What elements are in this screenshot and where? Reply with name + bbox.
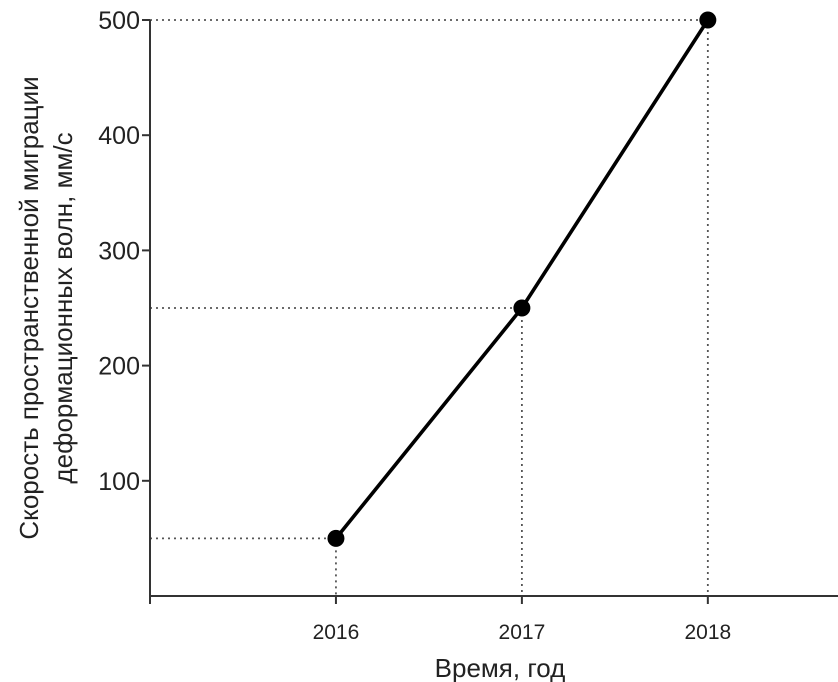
data-points [327, 11, 717, 547]
y-ticks: 100 200 300 400 500 [98, 7, 150, 496]
y-axis-title: Скорость пространственной миграции дефор… [14, 76, 78, 539]
x-axis-title: Время, год [435, 653, 566, 682]
y-tick-label: 200 [98, 353, 140, 381]
data-point [327, 529, 345, 547]
x-tick-label: 2017 [499, 621, 546, 644]
series-line [334, 19, 710, 540]
data-point [699, 11, 717, 29]
guide-lines [150, 19, 709, 596]
data-point [513, 299, 531, 317]
y-axis-title-line1: Скорость пространственной миграции [14, 76, 44, 539]
y-tick-label: 300 [98, 237, 140, 265]
y-tick-label: 500 [98, 7, 140, 35]
y-tick-label: 100 [98, 468, 140, 496]
y-tick-label: 400 [98, 122, 140, 150]
x-ticks: 2016 2017 2018 [149, 596, 731, 644]
x-tick-label: 2018 [684, 621, 731, 644]
y-axis-title-line2: деформационных волн, мм/с [48, 132, 78, 483]
x-tick-label: 2016 [313, 621, 360, 644]
